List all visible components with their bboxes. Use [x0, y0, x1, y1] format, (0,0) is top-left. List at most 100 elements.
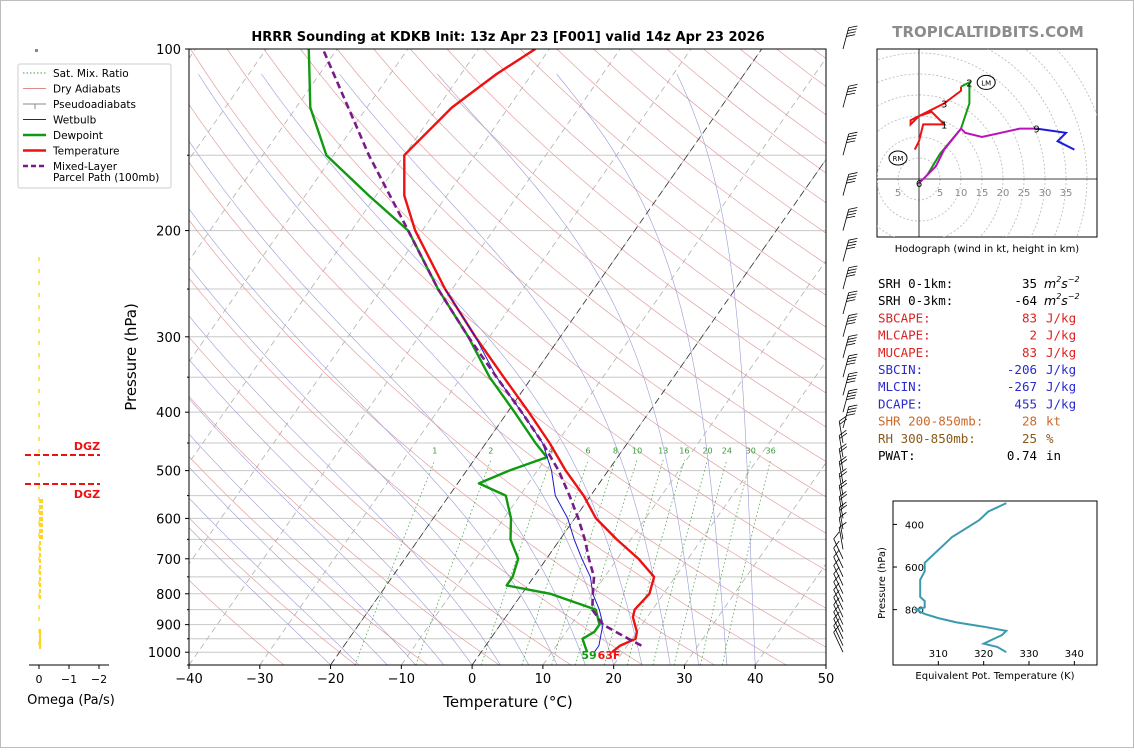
barb-flag: [838, 429, 847, 436]
isotherm: [401, 57, 826, 665]
omega-bar: [39, 553, 41, 557]
index-label: DCAPE:: [878, 396, 923, 411]
barb-staff: [842, 86, 850, 108]
pseudoadiabat: [676, 73, 756, 665]
barb-flag: [839, 432, 848, 439]
isotherm: [684, 462, 826, 665]
dry-adiabat: [410, 49, 826, 394]
legend-label: Parcel Path (100mb): [53, 172, 159, 184]
index-label: SRH 0-3km:: [878, 293, 953, 308]
barb-staff: [842, 315, 850, 337]
barb-staff: [838, 435, 844, 458]
barb-flag: [847, 177, 856, 181]
barb-staff: [842, 133, 850, 156]
p-tick-label: 300: [156, 331, 181, 346]
barb-flag: [833, 611, 840, 620]
dry-adiabat: [189, 579, 285, 665]
mixing-ratio-label: 16: [679, 446, 689, 455]
barb-flag: [833, 531, 840, 540]
theta-ylabel: Pressure (hPa): [877, 547, 888, 619]
omega-bar: [39, 523, 43, 527]
x-tick-label: 10: [535, 672, 552, 687]
wind-barb: [833, 540, 844, 569]
theta-e-panel: 310 320 330 340 400 600 800: [892, 500, 1098, 666]
index-value: 35: [1022, 276, 1037, 291]
omega-bar: [39, 505, 43, 509]
omega-tick-label: −2: [91, 673, 107, 686]
barb-flag: [848, 207, 858, 210]
dry-adiabat: [263, 49, 826, 534]
pseudoadiabat: [189, 265, 529, 665]
barb-flag: [846, 362, 856, 366]
index-unit: m2s−2: [1044, 292, 1080, 308]
barb-flag: [846, 92, 856, 96]
barb-flag: [848, 313, 858, 316]
dry-adiabat: [189, 277, 643, 665]
barb-flag: [848, 290, 858, 294]
pseudoadiabat: [189, 433, 416, 665]
index-unit: J/kg: [1046, 328, 1076, 343]
barb-staff: [838, 496, 844, 519]
unit-exp: −2: [1068, 292, 1080, 301]
skewt-axes: −40 −30 −20 −10 0 10 20 30 40 50 100 200 300 400 500 60…: [148, 43, 834, 687]
dry-adiabat: [446, 49, 826, 361]
unit-s: s: [1061, 293, 1068, 308]
barb-flag: [847, 134, 857, 138]
barb-flag: [847, 359, 856, 363]
index-label: MLCAPE:: [878, 328, 931, 343]
barb-flag: [838, 491, 847, 498]
barb-flag: [847, 86, 857, 90]
wind-barb: [838, 512, 847, 540]
chart-title: HRRR Sounding at KDKB Init: 13z Apr 23 […: [251, 30, 764, 45]
barb-staff: [838, 485, 844, 508]
dry-adiabat: [189, 219, 715, 665]
wind-barb: [842, 25, 858, 50]
barb-flag: [833, 540, 840, 549]
barb-flag: [847, 271, 856, 274]
barb-flag: [847, 377, 856, 381]
skewt-plot-area: [188, 48, 827, 666]
wind-barbs: [833, 25, 858, 653]
barb-flag: [833, 590, 840, 598]
barb-flag: [833, 604, 840, 613]
theta-e-line: [912, 502, 1009, 654]
barb-staff: [842, 406, 850, 429]
barb-staff: [838, 527, 844, 550]
index-unit: kt: [1046, 414, 1061, 429]
barb-flag: [838, 415, 847, 422]
index-unit: J/kg: [1046, 379, 1076, 394]
barb-flag: [833, 549, 840, 558]
omega-bar: [39, 517, 43, 521]
unit-exp: 2: [1056, 292, 1061, 301]
barb-flag: [846, 34, 856, 37]
barb-flag: [833, 597, 840, 605]
wind-barb: [842, 265, 858, 290]
barb-flag: [848, 353, 858, 357]
hodograph-ring-label: 30: [1039, 188, 1052, 199]
pseudoadiabat: [189, 398, 445, 665]
barb-staff: [833, 538, 844, 559]
mixing-ratio-label: 2: [488, 446, 493, 455]
hodograph-caption: Hodograph (wind in kt, height in km): [895, 244, 1080, 255]
dry-adiabat: [189, 456, 428, 665]
omega-bar: [39, 629, 41, 649]
barb-flag: [838, 501, 847, 508]
mixing-ratio-line: [354, 459, 436, 665]
theta-x-tick-label: 320: [974, 649, 993, 660]
dewpoint-line: [307, 49, 601, 653]
omega-xlabel: Omega (Pa/s): [27, 693, 115, 708]
barb-flag: [847, 374, 857, 378]
barb-flag: [833, 582, 840, 590]
hodograph-height-label: 6: [916, 179, 922, 190]
barb-staff: [842, 174, 850, 196]
theta-y-tick-label: 600: [905, 563, 924, 574]
barb-flag: [847, 210, 857, 213]
hodograph-ring-label: 35: [1060, 188, 1073, 199]
index-value: 28: [1022, 414, 1037, 429]
barb-flag: [838, 443, 847, 450]
pseudoadiabat: [189, 140, 586, 665]
barb-flag: [846, 180, 856, 184]
index-value: -64: [1014, 293, 1037, 308]
p-tick-label: 600: [156, 512, 181, 527]
